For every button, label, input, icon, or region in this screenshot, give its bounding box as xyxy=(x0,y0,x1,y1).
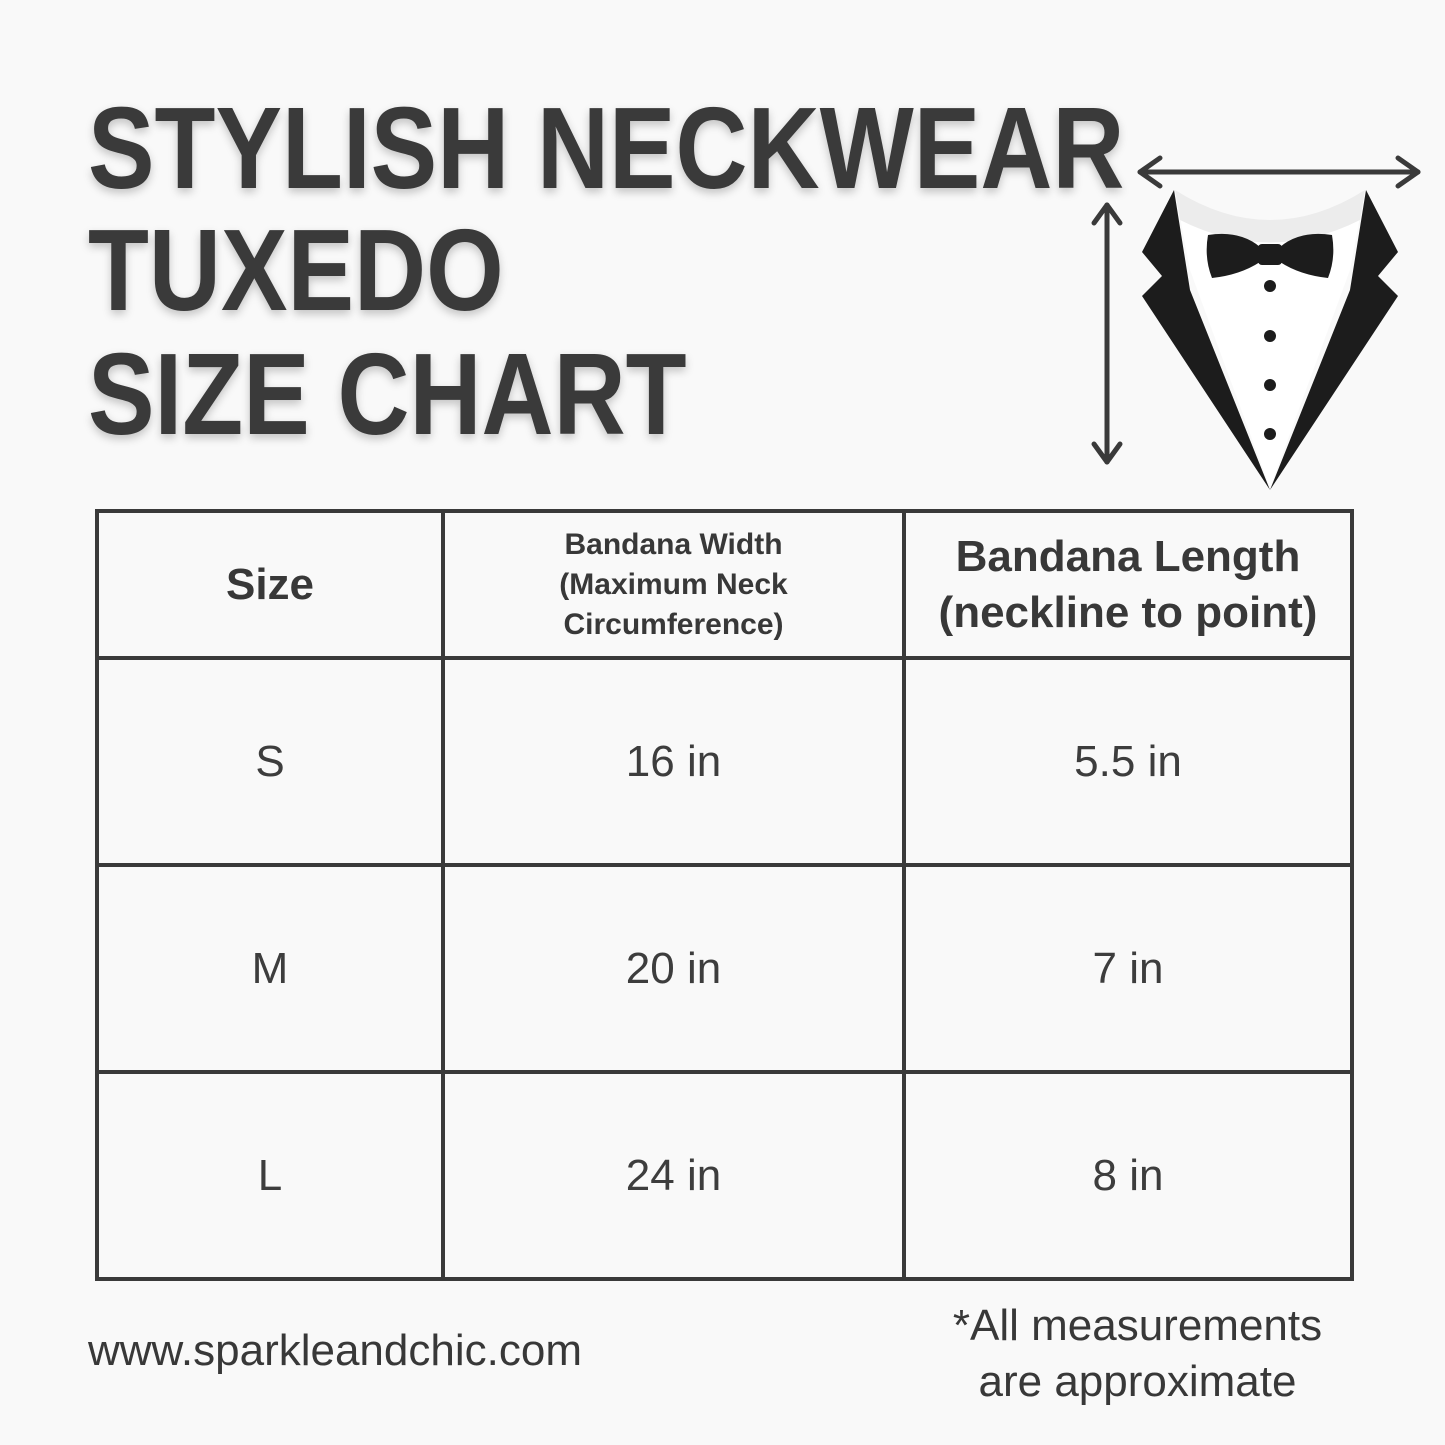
tuxedo-bandana-icon xyxy=(1142,190,1398,490)
cell-width: 20 in xyxy=(441,863,906,1074)
website-link[interactable]: www.sparkleandchic.com xyxy=(88,1326,582,1375)
length-arrow-icon xyxy=(1091,202,1123,465)
table-header-row: Size Bandana Width (Maximum Neck Circumf… xyxy=(95,509,1354,660)
table-row: L 24 in 8 in xyxy=(95,1070,1354,1281)
size-table: Size Bandana Width (Maximum Neck Circumf… xyxy=(95,509,1354,1281)
note-line: *All measurements xyxy=(952,1301,1323,1350)
title-line-3: SIZE CHART xyxy=(88,329,687,459)
header-width: Bandana Width (Maximum Neck Circumferenc… xyxy=(441,509,906,660)
header-length: Bandana Length (neckline to point) xyxy=(902,509,1354,660)
header-width-line: Circumference) xyxy=(563,607,784,641)
cell-width: 16 in xyxy=(441,656,906,867)
tuxedo-illustration xyxy=(1091,155,1421,490)
header-size: Size xyxy=(95,509,445,660)
header-width-line: (Maximum Neck xyxy=(559,567,788,601)
cell-length: 5.5 in xyxy=(902,656,1354,867)
table-row: M 20 in 7 in xyxy=(95,863,1354,1074)
title-line-2: TUXEDO xyxy=(88,205,504,335)
header-length-line: Bandana Length xyxy=(955,531,1301,581)
cell-length: 7 in xyxy=(902,863,1354,1074)
cell-size: S xyxy=(95,656,445,867)
cell-size: L xyxy=(95,1070,445,1281)
cell-length: 8 in xyxy=(902,1070,1354,1281)
header-width-line: Bandana Width xyxy=(564,527,783,561)
cell-size: M xyxy=(95,863,445,1074)
table-row: S 16 in 5.5 in xyxy=(95,656,1354,867)
cell-width: 24 in xyxy=(441,1070,906,1281)
measurement-note: *All measurements are approximate xyxy=(900,1298,1375,1410)
title-line-1: STYLISH NECKWEAR xyxy=(88,83,1125,213)
note-line: are approximate xyxy=(978,1357,1297,1406)
header-length-line: (neckline to point) xyxy=(938,587,1318,637)
width-arrow-icon xyxy=(1137,155,1421,189)
